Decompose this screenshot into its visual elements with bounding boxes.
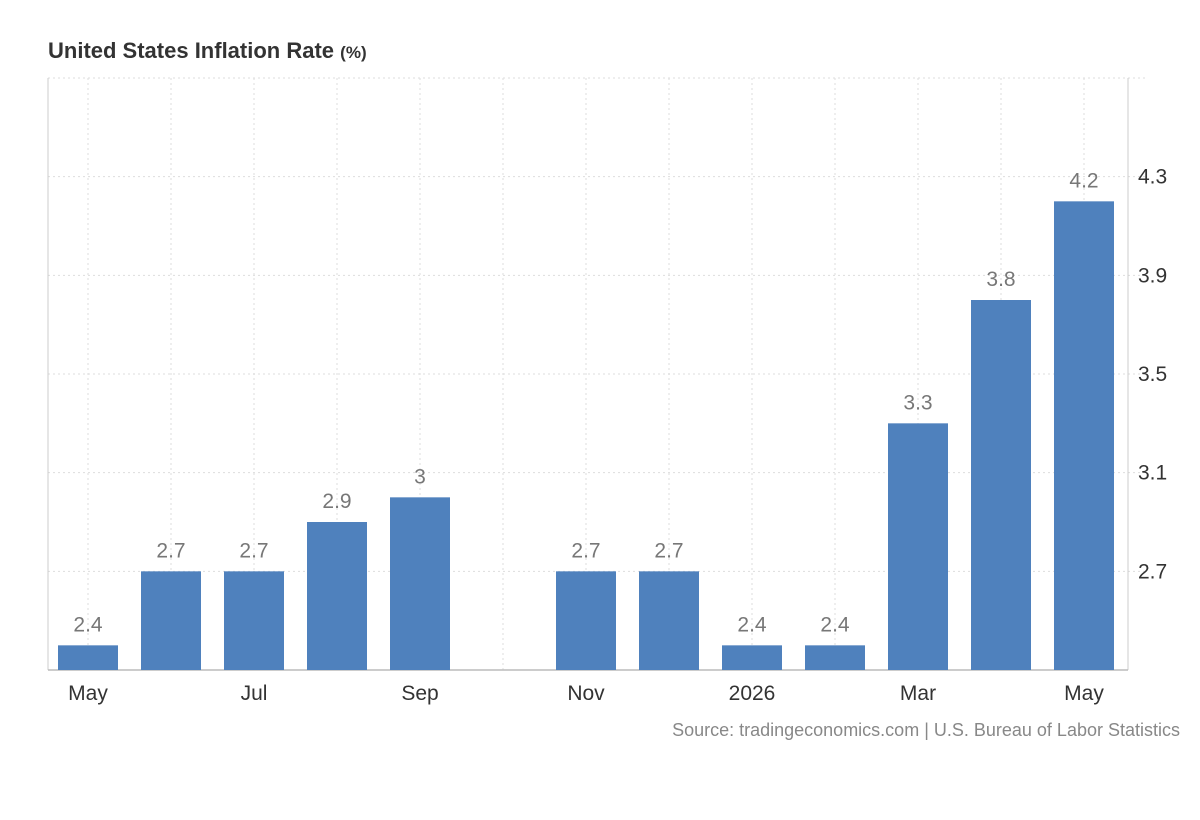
- data-label: 2.7: [239, 539, 268, 562]
- source-attribution: Source: tradingeconomics.com | U.S. Bure…: [672, 720, 1180, 740]
- data-label: 2.7: [156, 539, 185, 562]
- chart-title-text: United States Inflation Rate: [48, 38, 335, 63]
- data-label: 3: [414, 465, 426, 488]
- y-tick-label: 3.9: [1138, 264, 1167, 287]
- x-tick-label: May: [68, 682, 108, 705]
- data-label: 2.4: [820, 613, 850, 636]
- bar-9: [722, 645, 782, 670]
- x-tick-label: Sep: [401, 682, 438, 705]
- chart-title: United States Inflation Rate (%): [48, 38, 367, 64]
- data-label: 4.2: [1069, 169, 1098, 192]
- bar-4: [307, 522, 367, 670]
- bar-12: [971, 300, 1031, 670]
- bar-11: [888, 423, 948, 670]
- y-tick-label: 3.1: [1138, 462, 1167, 485]
- bar-10: [805, 645, 865, 670]
- data-label: 2.9: [322, 490, 351, 513]
- y-tick-label: 3.5: [1138, 363, 1167, 386]
- bar-5: [390, 497, 450, 670]
- chart-title-unit: (%): [340, 43, 367, 62]
- bar-7: [556, 571, 616, 670]
- bar-13: [1054, 201, 1114, 671]
- data-label: 2.7: [571, 539, 600, 562]
- bar-3: [224, 571, 284, 670]
- bar-1: [58, 645, 118, 670]
- x-tick-label: Mar: [900, 682, 936, 705]
- data-label: 2.4: [737, 613, 767, 636]
- x-tick-label: May: [1064, 682, 1104, 705]
- x-tick-label: Jul: [241, 682, 268, 705]
- x-tick-label: 2026: [729, 682, 776, 705]
- data-label: 3.3: [903, 391, 932, 414]
- x-tick-label: Nov: [567, 682, 605, 705]
- data-label: 3.8: [986, 268, 1015, 291]
- bar-2: [141, 571, 201, 670]
- y-tick-label: 4.3: [1138, 166, 1167, 189]
- data-label: 2.7: [654, 539, 683, 562]
- data-label: 2.4: [73, 613, 103, 636]
- bar-8: [639, 571, 699, 670]
- y-tick-label: 2.7: [1138, 560, 1167, 583]
